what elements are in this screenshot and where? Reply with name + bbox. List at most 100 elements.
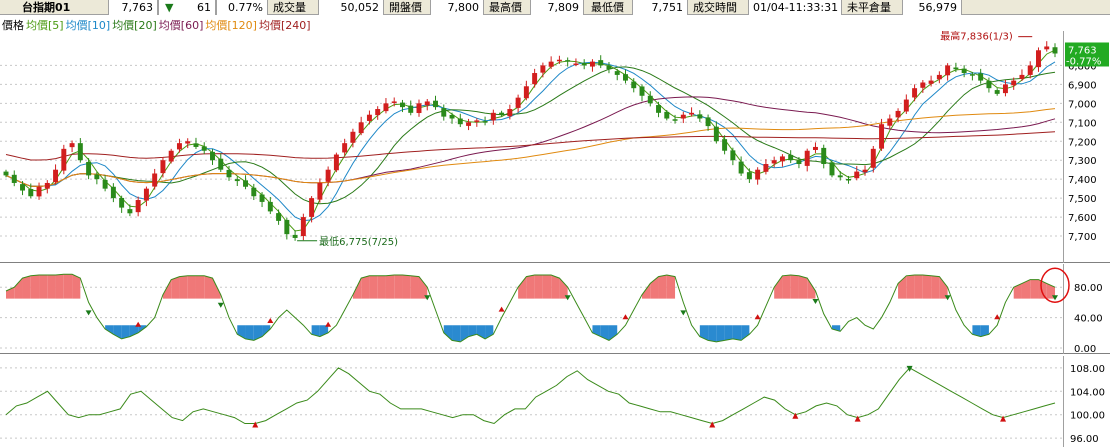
legend-item-6[interactable]: 均價[240] bbox=[258, 19, 311, 32]
change-value: 61 bbox=[197, 1, 211, 14]
osc-area-high bbox=[551, 275, 560, 299]
sell-signal-arrow-icon bbox=[424, 295, 431, 301]
symbol-label[interactable]: 台指期01 bbox=[22, 1, 71, 14]
candle-body bbox=[300, 217, 306, 237]
osc-area-high bbox=[559, 278, 568, 299]
osc-area-high bbox=[377, 275, 386, 299]
candle-body bbox=[804, 150, 810, 166]
candle-body bbox=[408, 105, 414, 113]
candle-body bbox=[210, 151, 215, 161]
change-percent-value: 0.77% bbox=[216, 0, 268, 15]
osc-area-low bbox=[724, 325, 733, 341]
open-interest-value: 56,979 bbox=[902, 0, 962, 15]
osc-area-high bbox=[72, 274, 81, 299]
buy-signal-arrow-icon bbox=[709, 421, 716, 428]
quote-info-bar: 台指期01 7,763 ▼ 61 0.77% 成交量 50,052 開盤價 7,… bbox=[0, 0, 1110, 15]
candle-body bbox=[143, 188, 149, 201]
bottom-y-tick-label: 104.00 bbox=[1070, 387, 1105, 398]
candle-body bbox=[127, 209, 133, 214]
candle-body bbox=[614, 71, 620, 75]
candle-body bbox=[746, 172, 752, 180]
candle-body bbox=[631, 81, 637, 89]
candle-body bbox=[259, 194, 265, 202]
price-candlestick-chart[interactable]: 7,700 7,600 7,500 7,400 7,300 7,200 7,100 7,000… bbox=[0, 31, 1110, 263]
candle-body bbox=[953, 67, 959, 70]
osc-area-low bbox=[972, 325, 981, 337]
candle-body bbox=[86, 161, 92, 176]
y-tick-label: 7,100 bbox=[1068, 118, 1097, 129]
osc-area-low bbox=[443, 325, 453, 341]
buy-signal-arrow-icon bbox=[854, 415, 861, 422]
buy-signal-arrow-icon bbox=[994, 314, 1001, 320]
candle-body bbox=[20, 184, 25, 191]
osc-area-high bbox=[14, 278, 23, 299]
low-annotation: 最低6,775(7/25) bbox=[319, 235, 398, 248]
osc-y-tick-label: 40.00 bbox=[1074, 314, 1103, 325]
osc-area-high bbox=[542, 275, 552, 299]
osc-area-high bbox=[1021, 279, 1031, 299]
candle-body bbox=[755, 169, 761, 180]
candle-body bbox=[490, 112, 496, 121]
osc-area-low bbox=[716, 325, 725, 342]
candle-body bbox=[763, 164, 769, 172]
osc-area-low bbox=[113, 325, 122, 339]
candle-body bbox=[936, 74, 942, 80]
candle-body bbox=[722, 139, 728, 151]
osc-area-high bbox=[534, 275, 543, 299]
legend-item-0[interactable]: 價格 bbox=[2, 19, 24, 32]
sell-signal-arrow-icon bbox=[85, 310, 92, 316]
osc-area-low bbox=[311, 325, 320, 337]
candle-body bbox=[887, 118, 893, 126]
candle-body bbox=[606, 65, 612, 70]
last-price-tag bbox=[1065, 42, 1109, 67]
osc-area-high bbox=[22, 275, 31, 299]
candle-body bbox=[69, 143, 75, 148]
buy-signal-arrow-icon bbox=[325, 321, 332, 327]
candle-body bbox=[168, 150, 174, 162]
ma-line-5 bbox=[5, 108, 1056, 187]
osc-area-low bbox=[741, 325, 750, 341]
buy-signal-arrow-icon bbox=[754, 314, 761, 320]
candle-body bbox=[416, 103, 422, 114]
candle-body bbox=[358, 122, 364, 134]
candle-body bbox=[862, 169, 868, 173]
sell-signal-arrow-icon bbox=[906, 365, 913, 372]
buy-signal-arrow-icon bbox=[1000, 415, 1007, 422]
osc-area-high bbox=[914, 275, 923, 299]
candle-body bbox=[218, 158, 224, 170]
legend-item-2[interactable]: 均價[10] bbox=[65, 19, 111, 32]
osc-area-low bbox=[253, 325, 263, 341]
open-interest-label: 未平倉量 bbox=[847, 1, 891, 14]
osc-area-high bbox=[55, 274, 64, 299]
candle-body bbox=[499, 112, 505, 115]
oscillator-chart[interactable]: 80.00 40.00 0.00 bbox=[0, 264, 1110, 354]
legend-item-5[interactable]: 均價[120] bbox=[205, 19, 257, 32]
sell-signal-arrow-icon bbox=[812, 299, 819, 304]
buy-signal-arrow-icon bbox=[498, 306, 505, 312]
open-value: 7,800 bbox=[430, 0, 484, 15]
candle-body bbox=[565, 60, 571, 62]
candle-body bbox=[325, 169, 331, 182]
momentum-line-chart[interactable]: 108.00 104.00 100.00 96.00 bbox=[0, 356, 1110, 447]
legend-item-4[interactable]: 均價[60] bbox=[158, 19, 204, 32]
osc-area-high bbox=[47, 275, 56, 299]
low-value: 7,751 bbox=[632, 0, 688, 15]
last-price-tag-value: 7,763 bbox=[1068, 45, 1097, 56]
candle-body bbox=[135, 200, 141, 213]
candle-body bbox=[3, 171, 9, 176]
osc-area-low bbox=[608, 325, 618, 341]
legend-item-1[interactable]: 均價[5] bbox=[26, 19, 64, 32]
ma-line-2 bbox=[5, 61, 1056, 222]
candle-body bbox=[350, 131, 356, 143]
legend-item-3[interactable]: 均價[20] bbox=[112, 19, 157, 32]
ma-line-1 bbox=[5, 49, 1056, 232]
candle-body bbox=[994, 90, 1000, 94]
candle-body bbox=[366, 114, 372, 121]
osc-area-high bbox=[1030, 279, 1039, 299]
candle-body bbox=[1044, 46, 1050, 50]
candle-body bbox=[466, 122, 472, 126]
osc-area-high bbox=[906, 275, 915, 299]
y-tick-label: 7,500 bbox=[1068, 194, 1097, 205]
osc-area-low bbox=[980, 325, 989, 337]
candle-body bbox=[391, 101, 397, 103]
